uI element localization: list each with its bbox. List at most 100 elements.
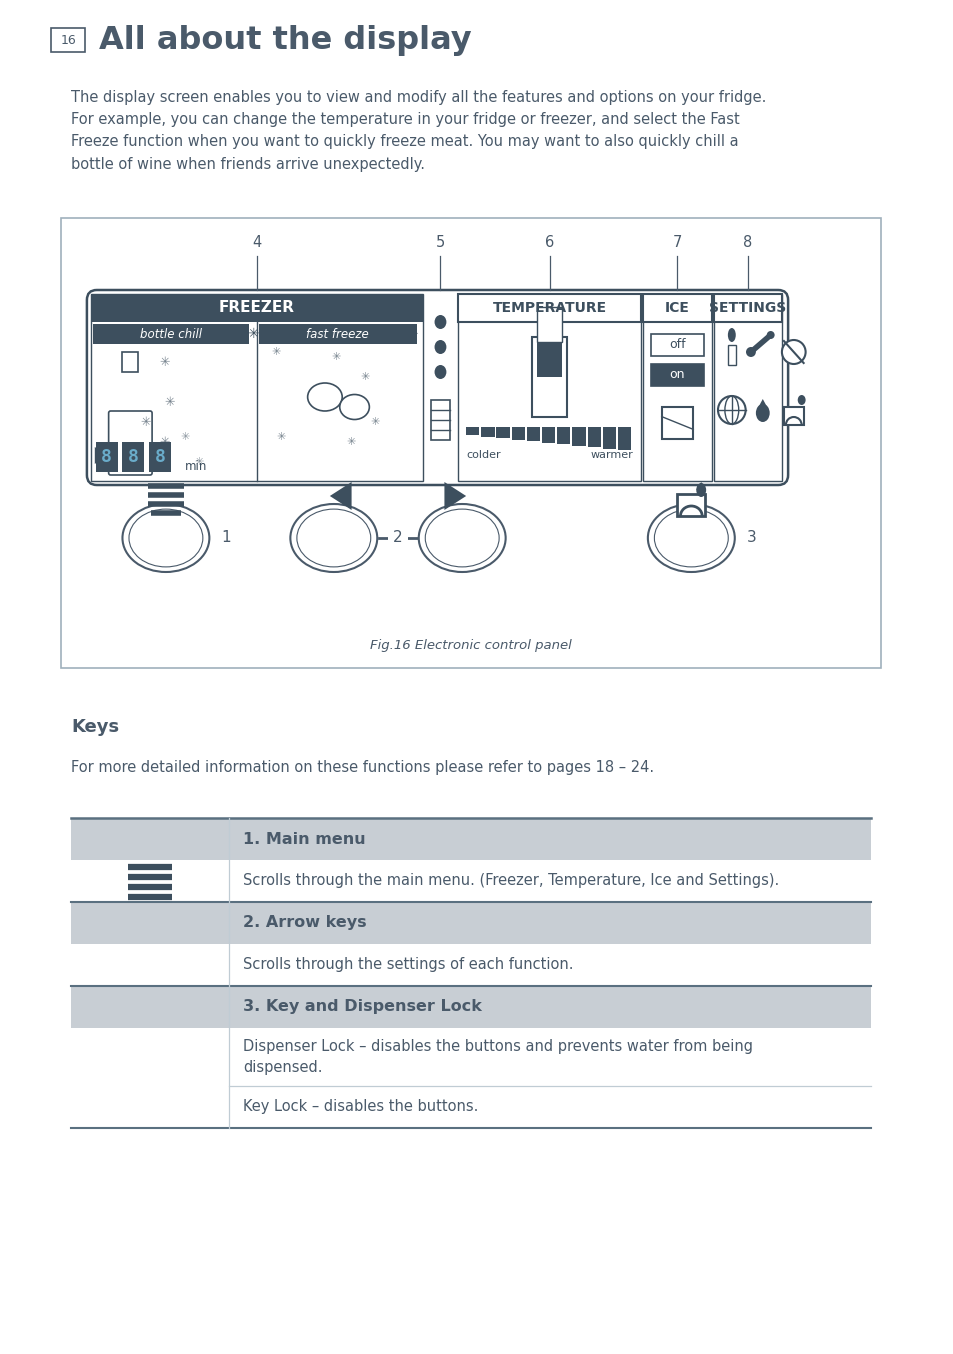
Bar [642,294,711,322]
Text: ✳: ✳ [276,432,286,441]
Text: 4: 4 [252,236,261,250]
Ellipse shape [129,509,203,567]
Bar [132,1072,168,1099]
Ellipse shape [434,340,446,353]
Bar [557,427,570,444]
Bar [713,294,781,322]
Ellipse shape [158,1062,170,1078]
Ellipse shape [418,504,505,571]
Ellipse shape [797,395,804,405]
Bar [122,441,144,473]
Bar [466,427,478,435]
Bar [122,352,138,372]
Bar [537,343,562,376]
Bar [572,427,585,445]
Text: ✳: ✳ [370,417,379,427]
Bar [91,294,422,481]
Text: 8: 8 [128,448,138,466]
Polygon shape [158,1060,170,1070]
Text: ✳: ✳ [159,436,170,448]
Bar [727,345,735,366]
Bar [677,494,704,516]
Ellipse shape [425,509,498,567]
Ellipse shape [647,504,734,571]
Bar [531,337,567,417]
Ellipse shape [781,340,804,364]
Text: Fig.16 Electronic control panel: Fig.16 Electronic control panel [370,639,572,653]
Bar [457,294,640,481]
Ellipse shape [339,394,369,420]
Bar [71,1028,870,1086]
Polygon shape [696,482,705,490]
Bar [71,860,870,902]
Bar [602,427,616,448]
Text: 2: 2 [393,531,402,546]
Text: Scrolls through the main menu. (Freezer, Temperature, Ice and Settings).: Scrolls through the main menu. (Freezer,… [243,873,779,888]
Text: ✳: ✳ [331,352,340,362]
Bar [71,818,870,860]
Ellipse shape [307,383,342,412]
Bar [91,294,422,322]
Bar [496,427,509,437]
Bar [511,427,524,440]
Text: warmer: warmer [590,450,633,460]
Text: min: min [185,460,207,474]
Ellipse shape [434,315,446,329]
Bar [258,324,416,344]
Ellipse shape [727,328,735,343]
Text: off: off [668,338,685,352]
Ellipse shape [290,504,376,571]
Polygon shape [115,949,136,982]
Text: ✳: ✳ [159,356,170,368]
Text: 8: 8 [742,236,752,250]
Text: ✳: ✳ [346,437,355,447]
Bar [430,399,450,440]
FancyBboxPatch shape [109,412,152,475]
Text: ✳: ✳ [180,432,190,441]
Text: ✳: ✳ [360,372,370,382]
Polygon shape [756,399,768,410]
Bar [149,441,171,473]
Text: 3: 3 [746,531,756,546]
Text: ✳: ✳ [140,416,151,428]
Text: ICE: ICE [664,301,689,315]
Bar [457,294,640,322]
Ellipse shape [296,509,371,567]
Ellipse shape [745,347,755,357]
Bar [71,1086,870,1128]
Text: For more detailed information on these functions please refer to pages 18 – 24.: For more detailed information on these f… [71,760,654,774]
Text: ✳: ✳ [407,328,417,340]
Text: 3. Key and Dispenser Lock: 3. Key and Dispenser Lock [243,999,481,1014]
Ellipse shape [766,330,774,338]
Polygon shape [330,482,352,510]
Polygon shape [164,949,185,982]
Bar [541,427,555,443]
FancyBboxPatch shape [87,290,787,485]
Text: bottle chill: bottle chill [140,328,202,340]
Bar [618,427,631,450]
Bar [537,307,562,343]
Text: 7: 7 [672,236,681,250]
Bar [71,902,870,944]
Bar [71,986,870,1028]
Text: colder: colder [466,450,500,460]
Text: Dispenser Lock – disables the buttons and prevents water from being
dispensed.: Dispenser Lock – disables the buttons an… [243,1039,752,1075]
Bar [481,427,494,436]
Text: FREEZER: FREEZER [218,301,294,315]
Bar [642,294,711,481]
Text: All about the display: All about the display [99,24,471,56]
Polygon shape [444,482,466,510]
Text: 5: 5 [436,236,445,250]
Text: SETTINGS: SETTINGS [709,301,786,315]
Bar [650,364,703,386]
Ellipse shape [434,366,446,379]
Bar [661,408,693,439]
Text: 8: 8 [154,448,165,466]
Ellipse shape [122,504,209,571]
Text: 2. Arrow keys: 2. Arrow keys [243,915,366,930]
Text: Key Lock – disables the buttons.: Key Lock – disables the buttons. [243,1099,477,1114]
Text: 1. Main menu: 1. Main menu [243,831,365,846]
Bar [92,324,249,344]
Text: TEMPERATURE: TEMPERATURE [492,301,606,315]
Text: 16: 16 [60,34,76,46]
